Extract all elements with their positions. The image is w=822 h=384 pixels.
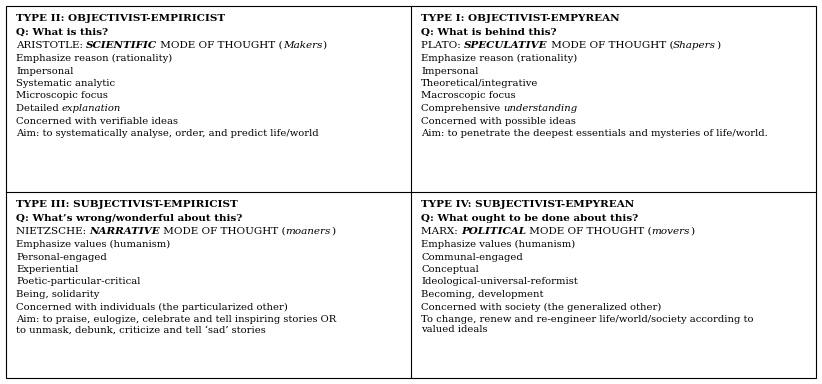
Text: Q: What is this?: Q: What is this? <box>16 28 109 37</box>
Text: ARISTOTLE:: ARISTOTLE: <box>16 41 86 50</box>
Text: Q: What’s wrong/wonderful about this?: Q: What’s wrong/wonderful about this? <box>16 214 242 223</box>
Text: Q: What is behind this?: Q: What is behind this? <box>421 28 556 37</box>
Text: explanation: explanation <box>62 104 122 113</box>
Text: Microscopic focus: Microscopic focus <box>16 91 108 101</box>
Text: Systematic analytic: Systematic analytic <box>16 79 115 88</box>
Text: movers: movers <box>652 227 690 236</box>
Text: MODE OF THOUGHT (: MODE OF THOUGHT ( <box>547 41 673 50</box>
Text: TYPE III: SUBJECTIVIST-EMPIRICIST: TYPE III: SUBJECTIVIST-EMPIRICIST <box>16 200 238 209</box>
Text: SCIENTIFIC: SCIENTIFIC <box>86 41 157 50</box>
Text: ): ) <box>716 41 720 50</box>
Text: To change, renew and re-engineer life/world/society according to
valued ideals: To change, renew and re-engineer life/wo… <box>421 315 754 334</box>
Text: Poetic-particular-critical: Poetic-particular-critical <box>16 278 141 286</box>
Text: Emphasize reason (rationality): Emphasize reason (rationality) <box>16 54 173 63</box>
Text: Concerned with possible ideas: Concerned with possible ideas <box>421 116 576 126</box>
Text: moaners: moaners <box>285 227 331 236</box>
Text: MARX:: MARX: <box>421 227 461 236</box>
Text: Q: What ought to be done about this?: Q: What ought to be done about this? <box>421 214 638 223</box>
Text: SPECULATIVE: SPECULATIVE <box>464 41 547 50</box>
Text: Emphasize reason (rationality): Emphasize reason (rationality) <box>421 54 577 63</box>
Text: Aim: to penetrate the deepest essentials and mysteries of life/world.: Aim: to penetrate the deepest essentials… <box>421 129 768 138</box>
Text: TYPE I: OBJECTIVIST-EMPYREAN: TYPE I: OBJECTIVIST-EMPYREAN <box>421 14 620 23</box>
Text: MODE OF THOUGHT (: MODE OF THOUGHT ( <box>160 227 285 236</box>
Text: ): ) <box>322 41 326 50</box>
Text: ): ) <box>331 227 335 236</box>
Text: Concerned with individuals (the particularized other): Concerned with individuals (the particul… <box>16 303 288 312</box>
Text: TYPE IV: SUBJECTIVIST-EMPYREAN: TYPE IV: SUBJECTIVIST-EMPYREAN <box>421 200 635 209</box>
Text: Experiential: Experiential <box>16 265 78 274</box>
Text: Ideological-universal-reformist: Ideological-universal-reformist <box>421 278 578 286</box>
Text: TYPE II: OBJECTIVIST-EMPIRICIST: TYPE II: OBJECTIVIST-EMPIRICIST <box>16 14 225 23</box>
Text: Impersonal: Impersonal <box>421 66 478 76</box>
Text: POLITICAL: POLITICAL <box>461 227 526 236</box>
Text: Comprehensive: Comprehensive <box>421 104 503 113</box>
Text: Emphasize values (humanism): Emphasize values (humanism) <box>421 240 575 249</box>
Text: Impersonal: Impersonal <box>16 66 73 76</box>
Text: Makers: Makers <box>283 41 322 50</box>
Text: Theoretical/integrative: Theoretical/integrative <box>421 79 538 88</box>
Text: Detailed: Detailed <box>16 104 62 113</box>
Text: understanding: understanding <box>503 104 578 113</box>
Text: Macroscopic focus: Macroscopic focus <box>421 91 515 101</box>
Text: Becoming, development: Becoming, development <box>421 290 543 299</box>
Text: MODE OF THOUGHT (: MODE OF THOUGHT ( <box>157 41 283 50</box>
Text: PLATO:: PLATO: <box>421 41 464 50</box>
Text: Concerned with society (the generalized other): Concerned with society (the generalized … <box>421 303 662 312</box>
Text: Aim: to praise, eulogize, celebrate and tell inspiring stories OR
to unmask, deb: Aim: to praise, eulogize, celebrate and … <box>16 315 336 334</box>
Text: NIETZSCHE:: NIETZSCHE: <box>16 227 90 236</box>
Text: Concerned with verifiable ideas: Concerned with verifiable ideas <box>16 116 178 126</box>
Text: Conceptual: Conceptual <box>421 265 478 274</box>
Text: Communal-engaged: Communal-engaged <box>421 253 523 262</box>
Text: Personal-engaged: Personal-engaged <box>16 253 107 262</box>
Text: Being, solidarity: Being, solidarity <box>16 290 99 299</box>
Text: ): ) <box>690 227 695 236</box>
Text: NARRATIVE: NARRATIVE <box>90 227 160 236</box>
Text: Shapers: Shapers <box>673 41 716 50</box>
Text: Emphasize values (humanism): Emphasize values (humanism) <box>16 240 170 249</box>
Text: MODE OF THOUGHT (: MODE OF THOUGHT ( <box>526 227 652 236</box>
Text: Aim: to systematically analyse, order, and predict life/world: Aim: to systematically analyse, order, a… <box>16 129 319 138</box>
